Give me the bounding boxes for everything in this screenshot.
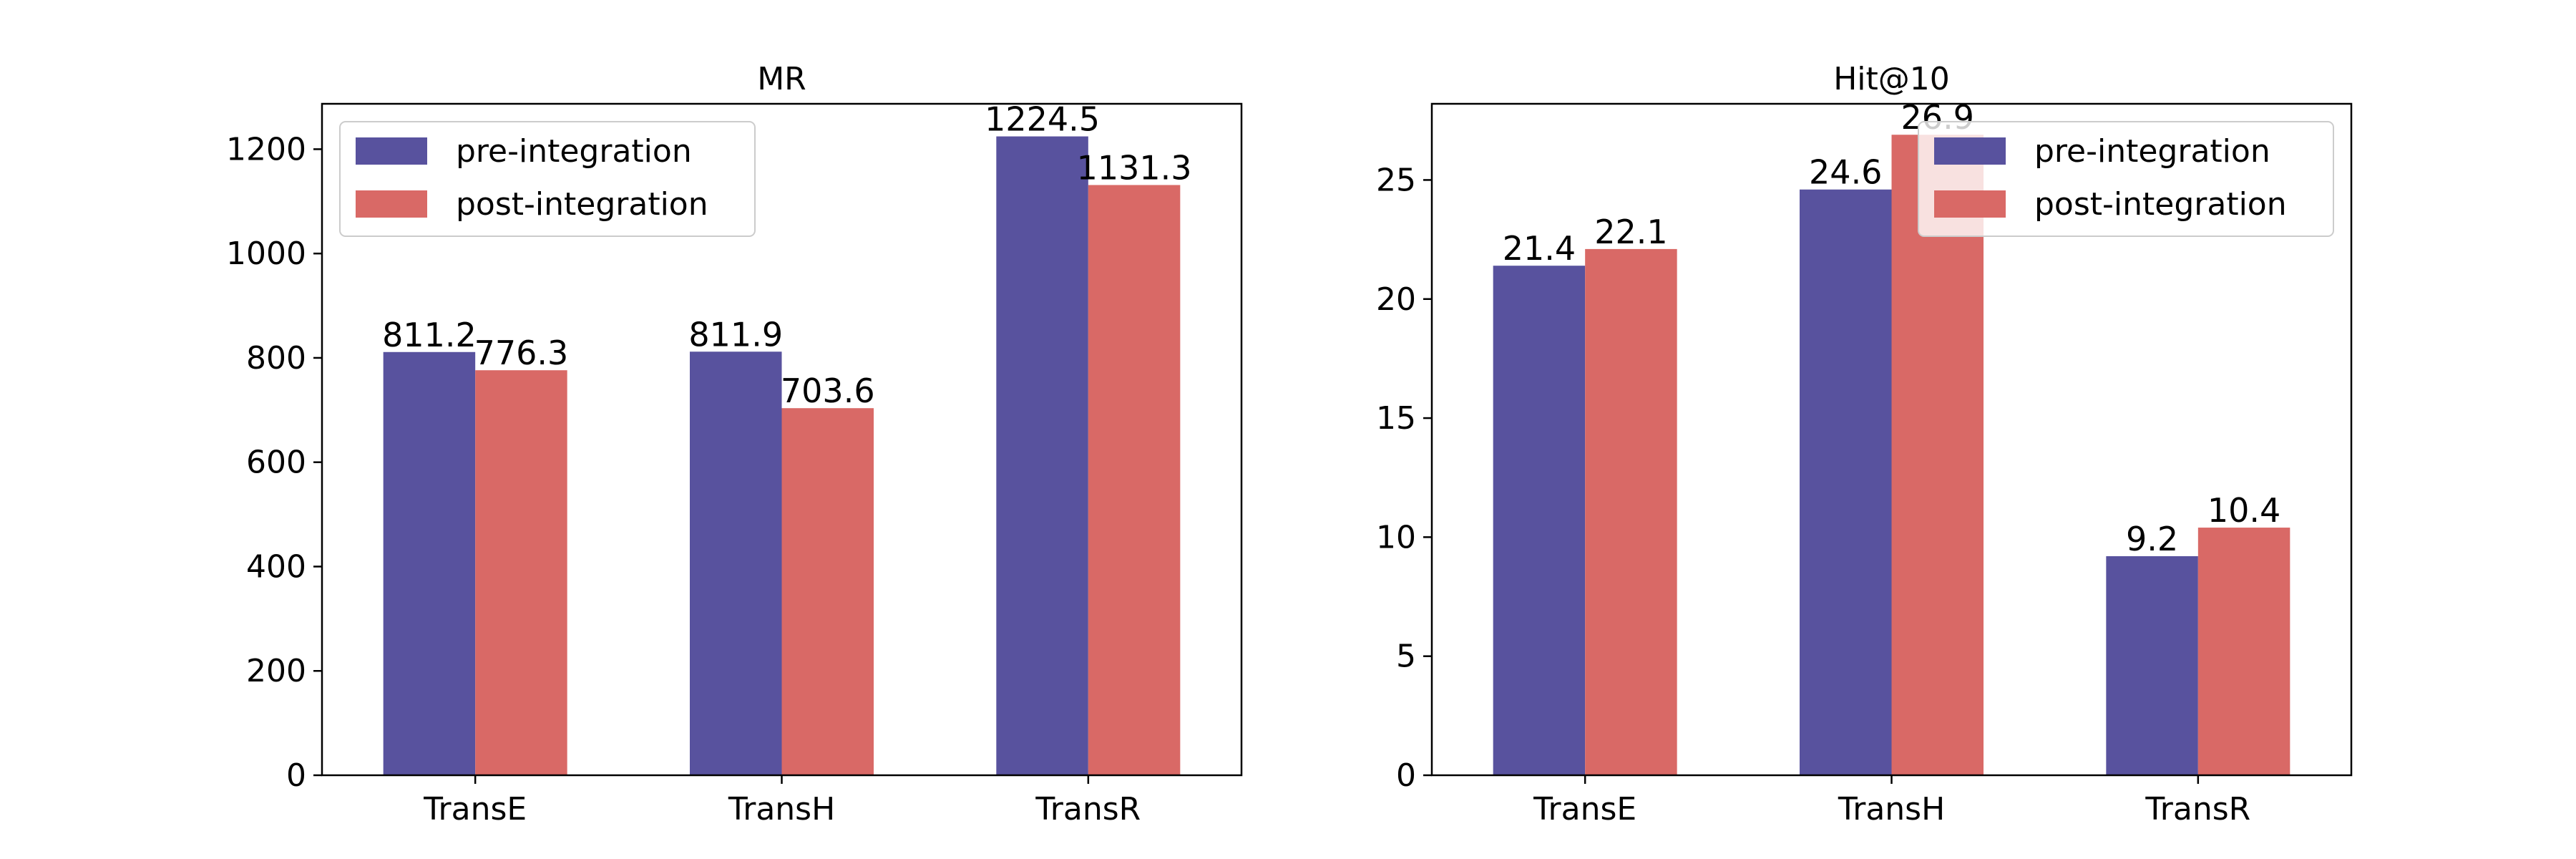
bar-post-integration-TransE bbox=[1585, 248, 1677, 775]
y-tick-label: 0 bbox=[286, 757, 306, 794]
y-tick-label: 25 bbox=[1376, 162, 1416, 198]
legend: pre-integration post-integration bbox=[1918, 121, 2334, 237]
y-tick-label: 600 bbox=[246, 445, 306, 481]
legend-box bbox=[1918, 121, 2334, 237]
bar-post-integration-TransR bbox=[2197, 528, 2290, 775]
y-tick-label: 5 bbox=[1396, 639, 1416, 675]
chart-title: Hit@10 bbox=[1833, 61, 1950, 97]
bar-post-integration-TransH bbox=[781, 408, 874, 775]
bar-post-integration-TransR bbox=[1088, 185, 1181, 775]
bar-pre-integration-TransR bbox=[2106, 555, 2198, 775]
x-tick-label: TransH bbox=[728, 791, 835, 828]
data-label: 811.9 bbox=[688, 315, 783, 354]
data-label: 776.3 bbox=[474, 334, 569, 372]
mr-chart-panel: MR 811.2 811.9 1224.5 776.3 703.6 1131.3 0 200 40… bbox=[226, 61, 1243, 828]
chart-title: MR bbox=[757, 61, 806, 97]
legend-swatch-pre-integration bbox=[356, 137, 427, 165]
x-tick-label: TransR bbox=[2145, 791, 2250, 828]
legend-swatch-pre-integration bbox=[1934, 137, 2006, 165]
y-tick-label: 20 bbox=[1376, 281, 1416, 318]
y-tick-label: 400 bbox=[246, 548, 306, 585]
bar-post-integration-TransE bbox=[475, 370, 567, 775]
legend-label: post-integration bbox=[2034, 186, 2287, 223]
data-label: 1131.3 bbox=[1077, 148, 1192, 187]
x-tick-label: TransE bbox=[1533, 791, 1636, 828]
bar-pre-integration-TransH bbox=[690, 351, 782, 775]
data-label: 703.6 bbox=[781, 372, 875, 410]
y-tick-label: 1200 bbox=[226, 131, 306, 168]
bar-pre-integration-TransE bbox=[383, 351, 476, 775]
data-label: 24.6 bbox=[1809, 153, 1882, 192]
data-label: 1224.5 bbox=[985, 100, 1100, 139]
legend: pre-integration post-integration bbox=[339, 121, 756, 237]
hit10-chart-panel: Hit@1021.424.69.222.126.910.40510152025T… bbox=[1376, 61, 2353, 828]
legend-label: post-integration bbox=[456, 186, 708, 223]
bar-pre-integration-TransH bbox=[1800, 189, 1892, 775]
data-label: 22.1 bbox=[1594, 213, 1667, 251]
data-label: 9.2 bbox=[2126, 520, 2178, 558]
y-tick-label: 0 bbox=[1396, 757, 1416, 794]
legend-swatch-post-integration bbox=[1934, 190, 2006, 218]
x-tick-label: TransH bbox=[1838, 791, 1945, 828]
legend-swatch-post-integration bbox=[356, 190, 427, 218]
y-tick-label: 15 bbox=[1376, 400, 1416, 437]
x-tick-label: TransE bbox=[423, 791, 527, 828]
x-tick-label: TransR bbox=[1035, 791, 1141, 828]
data-label: 811.2 bbox=[382, 316, 477, 354]
data-label: 21.4 bbox=[1503, 229, 1576, 268]
y-tick-label: 1000 bbox=[226, 236, 306, 272]
data-label: 10.4 bbox=[2207, 491, 2280, 530]
y-tick-label: 10 bbox=[1376, 519, 1416, 555]
legend-box bbox=[339, 121, 756, 237]
y-tick-label: 200 bbox=[246, 653, 306, 689]
legend-label: pre-integration bbox=[2034, 133, 2270, 170]
y-tick-label: 800 bbox=[246, 340, 306, 377]
bar-post-integration-TransH bbox=[1891, 135, 1984, 775]
bar-pre-integration-TransE bbox=[1493, 266, 1586, 775]
bar-pre-integration-TransR bbox=[996, 136, 1088, 776]
legend-label: pre-integration bbox=[456, 133, 692, 170]
